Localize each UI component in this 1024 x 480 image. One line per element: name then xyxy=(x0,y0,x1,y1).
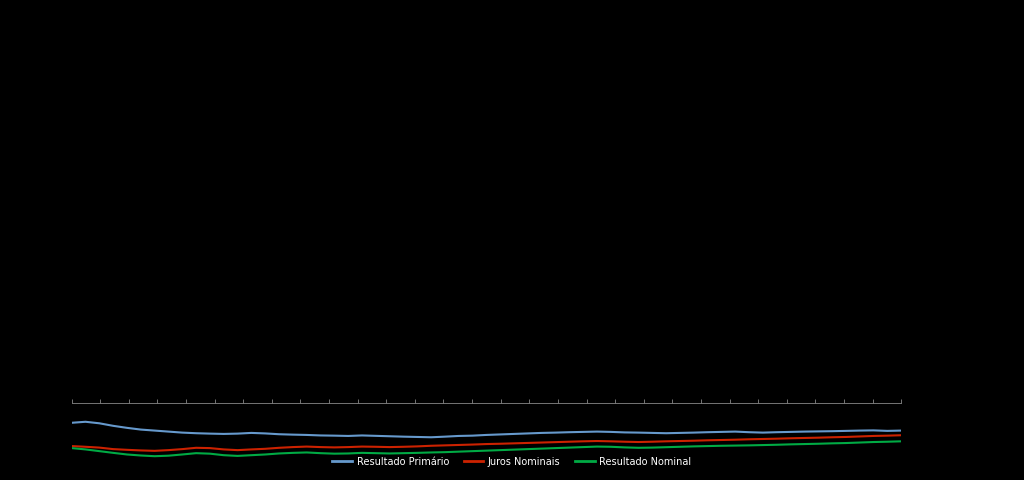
Legend: Resultado Primário, Juros Nominais, Resultado Nominal: Resultado Primário, Juros Nominais, Resu… xyxy=(329,453,695,470)
